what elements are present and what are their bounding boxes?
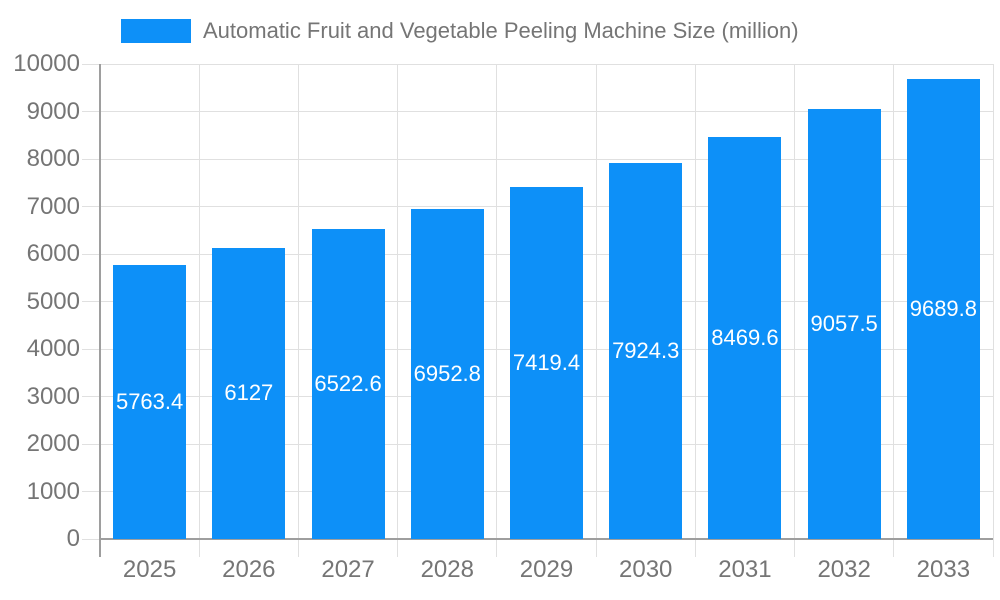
y-axis-tick-label: 0: [66, 525, 80, 552]
gridline: [893, 64, 895, 557]
bar-2027[interactable]: 6522.6: [311, 229, 385, 539]
y-axis-tick-label: 6000: [26, 240, 80, 267]
gridline: [397, 64, 399, 557]
gridline: [595, 64, 597, 557]
gridline: [297, 64, 299, 557]
gridline: [496, 64, 498, 557]
bar-2029[interactable]: 7419.4: [510, 186, 583, 539]
x-axis-tick-label: 2026: [222, 556, 276, 583]
gridline: [694, 64, 696, 557]
legend-item[interactable]: Automatic Fruit and Vegetable Peeling Ma…: [121, 18, 799, 44]
bar-2033[interactable]: 9689.8: [906, 78, 980, 539]
y-axis-tick-label: 8000: [26, 145, 80, 172]
x-axis-tick-label: 2029: [519, 556, 574, 583]
bar-value-label: 6127: [224, 380, 274, 406]
gridline: [992, 64, 994, 557]
x-axis-tick-label: 2030: [619, 556, 673, 583]
bar-2028[interactable]: 6952.8: [410, 208, 484, 539]
x-axis-tick-label: 2032: [817, 556, 871, 583]
bar-value-label: 9057.5: [810, 310, 878, 336]
gridline: [82, 158, 993, 160]
bar-value-label: 7419.4: [512, 349, 581, 375]
gridline: [82, 63, 993, 65]
y-axis-tick-label: 4000: [26, 335, 80, 362]
bar-2026[interactable]: 6127: [212, 247, 286, 539]
x-axis-tick-label: 2027: [321, 556, 375, 583]
bar-value-label: 9689.8: [909, 295, 978, 321]
bar-value-label: 6522.6: [314, 371, 382, 397]
bar-2032[interactable]: 9057.5: [807, 108, 881, 539]
bar-value-label: 6952.8: [413, 360, 481, 386]
gridline: [198, 64, 200, 557]
legend-swatch-icon: [121, 18, 191, 43]
y-axis-tick-label: 1000: [26, 477, 80, 505]
bar-value-label: 7924.3: [612, 337, 680, 363]
y-axis-tick-label: 9000: [26, 97, 80, 125]
x-axis-tick-label: 2033: [916, 556, 971, 583]
y-axis-tick-label: 3000: [26, 382, 80, 410]
y-axis-tick-label: 10000: [13, 50, 80, 77]
y-axis-tick-label: 5000: [26, 287, 80, 315]
gridline: [794, 64, 796, 557]
x-axis-line: [100, 538, 993, 540]
bar-value-label: 8469.6: [711, 324, 779, 350]
bar-value-label: 5763.4: [115, 389, 184, 415]
y-axis-tick-label: 7000: [26, 192, 80, 220]
y-axis-tick-label: 2000: [26, 430, 80, 457]
gridline: [82, 111, 993, 112]
x-axis-tick-label: 2028: [420, 556, 474, 583]
bar-2025[interactable]: 5763.4: [113, 265, 187, 539]
bar-2031[interactable]: 8469.6: [708, 136, 782, 539]
legend-label: Automatic Fruit and Vegetable Peeling Ma…: [203, 17, 799, 43]
legend: Automatic Fruit and Vegetable Peeling Ma…: [121, 18, 799, 43]
x-axis-tick-label: 2031: [718, 556, 772, 583]
y-axis-line: [99, 64, 101, 557]
bar-2030[interactable]: 7924.3: [609, 162, 683, 539]
x-axis-tick-label: 2025: [122, 556, 177, 583]
